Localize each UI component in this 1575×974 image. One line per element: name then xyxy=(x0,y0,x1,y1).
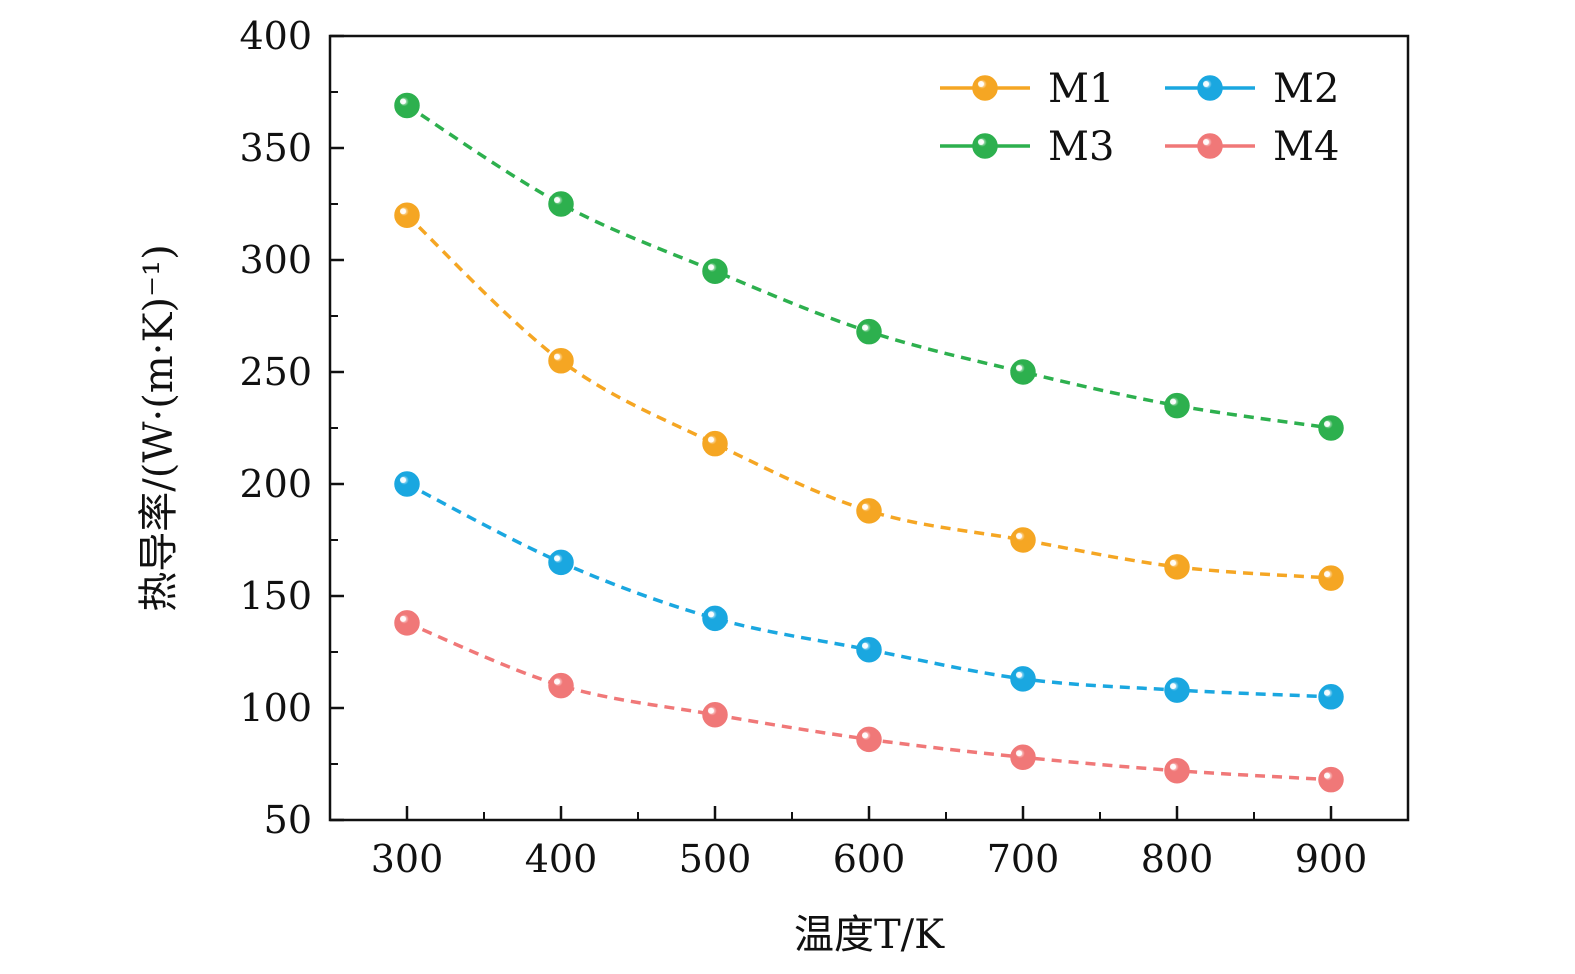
y-tick-label: 200 xyxy=(239,462,312,506)
y-tick-label: 300 xyxy=(239,238,312,282)
axis-ticks xyxy=(330,34,1333,822)
legend-label: M3 xyxy=(1048,124,1114,170)
legend: M1 M2 M3 M4 xyxy=(940,66,1339,170)
data-point-M1 xyxy=(1318,565,1344,591)
data-point-M4 xyxy=(1010,744,1036,771)
data-point-M3 xyxy=(394,92,420,119)
x-axis-label: 温度T/K xyxy=(794,912,945,958)
y-tick-label: 150 xyxy=(239,574,312,618)
series-lines xyxy=(405,103,1332,782)
data-point-M4 xyxy=(548,672,574,699)
y-tick-label: 50 xyxy=(264,798,312,842)
data-point-M4 xyxy=(394,610,420,636)
data-point-M4 xyxy=(1164,757,1190,784)
data-point-M1 xyxy=(1010,527,1036,553)
data-point-M4 xyxy=(702,701,728,728)
legend-marker xyxy=(972,133,998,159)
x-tick-label: 400 xyxy=(525,837,598,881)
data-point-M2 xyxy=(394,471,420,497)
data-point-M2 xyxy=(1164,677,1190,703)
y-tick-label: 100 xyxy=(239,686,312,730)
y-axis-label: 热导率/(W·(m·K)⁻¹) xyxy=(136,244,182,611)
x-tick-label: 500 xyxy=(679,837,752,881)
data-point-M3 xyxy=(702,258,728,284)
data-point-M2 xyxy=(1318,684,1344,710)
x-tick-label: 600 xyxy=(833,837,906,881)
x-tick-label: 700 xyxy=(987,837,1060,881)
plot-frame xyxy=(328,34,1410,822)
legend-label: M1 xyxy=(1048,66,1114,112)
data-point-M2 xyxy=(548,549,574,576)
y-tick-label: 250 xyxy=(239,350,312,394)
data-point-M4 xyxy=(856,726,882,753)
x-tick-label: 800 xyxy=(1141,837,1214,881)
series-line-M1 xyxy=(405,213,1332,580)
data-point-M1 xyxy=(856,498,882,524)
x-tick-label: 900 xyxy=(1295,837,1368,881)
series-line-M3 xyxy=(406,103,1332,430)
data-point-M1 xyxy=(1164,554,1190,580)
legend-marker xyxy=(1197,75,1223,101)
data-point-M3 xyxy=(1318,415,1344,441)
data-point-M3 xyxy=(1010,359,1036,385)
data-point-M3 xyxy=(856,318,882,345)
legend-item-M3: M3 xyxy=(940,124,1114,170)
data-point-M3 xyxy=(1164,392,1190,419)
data-point-M1 xyxy=(702,430,728,457)
legend-item-M2: M2 xyxy=(1165,66,1339,112)
tick-labels: 300 400 500 600 700 800 900 50 100 150 200 250 300 35… xyxy=(239,14,1367,881)
y-tick-label: 400 xyxy=(239,14,312,58)
legend-item-M4: M4 xyxy=(1165,124,1339,170)
data-point-M2 xyxy=(1010,666,1036,692)
legend-item-M1: M1 xyxy=(940,66,1114,112)
data-point-M4 xyxy=(1318,766,1344,793)
legend-marker xyxy=(972,75,998,101)
y-tick-label: 350 xyxy=(239,126,312,170)
data-point-M2 xyxy=(702,605,728,632)
legend-label: M2 xyxy=(1273,66,1339,112)
series-points xyxy=(394,92,1344,793)
data-point-M2 xyxy=(856,637,882,663)
data-point-M1 xyxy=(548,348,574,374)
data-point-M1 xyxy=(394,202,420,228)
legend-label: M4 xyxy=(1273,124,1339,170)
data-point-M3 xyxy=(548,191,574,217)
legend-marker xyxy=(1197,133,1223,159)
x-tick-label: 300 xyxy=(371,837,444,881)
